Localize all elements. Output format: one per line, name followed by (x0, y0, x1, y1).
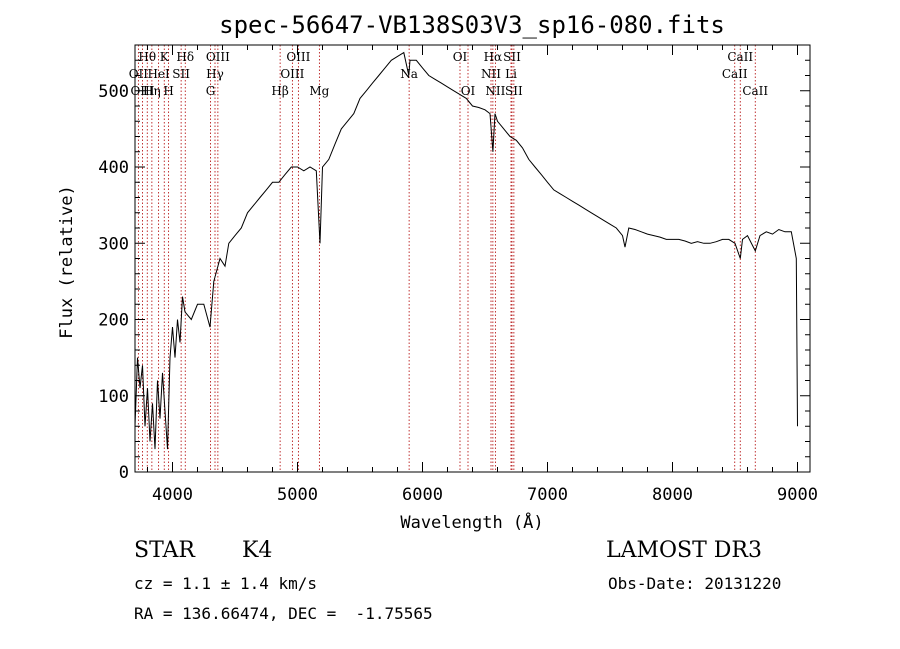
line-label-oiii: OIII (206, 50, 230, 64)
line-label-k: K (160, 50, 170, 64)
x-tick-label: 5000 (277, 485, 318, 505)
y-tick-label: 200 (98, 311, 129, 331)
x-axis: 4000 5000 6000 7000 8000 9000 (147, 45, 818, 505)
y-tick-label: 0 (119, 463, 129, 483)
y-tick-label: 400 (98, 158, 129, 178)
y-tick-label: 100 (98, 387, 129, 407)
spectral-subclass: K4 (242, 538, 273, 563)
x-tick-label: 7000 (527, 485, 568, 505)
y-tick-label: 300 (98, 234, 129, 254)
line-label-hθ: Hθ (138, 50, 156, 64)
y-axis-label: Flux (relative) (57, 185, 77, 339)
line-label-oii: OII (129, 67, 149, 81)
line-label-nii: NII (485, 84, 505, 98)
line-label-h: H (163, 84, 173, 98)
x-axis-label: Wavelength (Å) (400, 511, 543, 533)
line-label-caii: CaII (727, 50, 753, 64)
line-label-sii: SII (172, 67, 190, 81)
line-label-nii: NII (481, 67, 501, 81)
line-label-oi: OI (461, 84, 476, 98)
line-label-caii: CaII (722, 67, 748, 81)
line-label-caii: CaII (742, 84, 768, 98)
line-label-oiii: OIII (280, 67, 304, 81)
y-tick-label: 500 (98, 82, 129, 102)
line-label-sii: SII (505, 84, 523, 98)
x-tick-label: 9000 (777, 485, 818, 505)
x-tick-label: 6000 (402, 485, 443, 505)
plot-frame (134, 44, 811, 473)
line-label-hei: HeI (147, 67, 170, 81)
x-tick-label: 4000 (152, 485, 193, 505)
line-label-oiii: OIII (286, 50, 310, 64)
line-label-hγ: Hγ (206, 67, 224, 81)
line-label-hβ: Hβ (271, 84, 288, 98)
line-label-mg: Mg (309, 84, 329, 98)
line-label-sii: SII (503, 50, 521, 64)
spectrum-line (134, 51, 798, 450)
x-tick-label: 8000 (652, 485, 693, 505)
line-label-hα: Hα (484, 50, 503, 64)
line-label-hδ: Hδ (176, 50, 194, 64)
emission-line-markers (137, 45, 756, 472)
line-label-li: Li (505, 67, 517, 81)
observation-date: Obs-Date: 20131220 (608, 574, 782, 593)
line-label-oi: OI (453, 50, 468, 64)
line-label-g: G (206, 84, 216, 98)
line-label-hη: Hη (143, 84, 161, 98)
object-class: STAR (134, 538, 195, 563)
survey-name: LAMOST DR3 (606, 538, 762, 563)
coordinates: RA = 136.66474, DEC = -1.75565 (134, 604, 433, 623)
redshift-cz: cz = 1.1 ± 1.4 km/s (134, 574, 318, 593)
chart-title: spec-56647-VB138S03V3_sp16-080.fits (219, 11, 725, 39)
y-axis: 0 100 200 300 400 500 (98, 44, 810, 483)
